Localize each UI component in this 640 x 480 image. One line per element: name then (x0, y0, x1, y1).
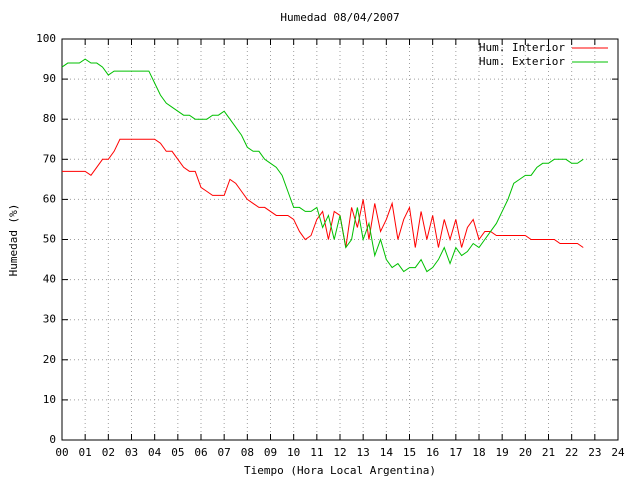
x-tick-label: 14 (380, 446, 394, 459)
y-tick-label: 70 (43, 152, 56, 165)
x-tick-label: 21 (542, 446, 555, 459)
x-tick-label: 01 (79, 446, 92, 459)
x-tick-label: 15 (403, 446, 416, 459)
x-tick-label: 20 (519, 446, 532, 459)
x-tick-label: 17 (449, 446, 462, 459)
y-tick-label: 80 (43, 112, 56, 125)
y-tick-label: 60 (43, 192, 56, 205)
x-axis-label: Tiempo (Hora Local Argentina) (244, 464, 436, 477)
y-tick-label: 20 (43, 353, 56, 366)
x-tick-label: 03 (125, 446, 138, 459)
x-tick-label: 04 (148, 446, 162, 459)
x-tick-label: 09 (264, 446, 277, 459)
x-tick-label: 08 (241, 446, 254, 459)
x-tick-label: 23 (588, 446, 601, 459)
x-tick-label: 19 (496, 446, 509, 459)
chart-title: Humedad 08/04/2007 (280, 11, 399, 24)
y-tick-label: 30 (43, 313, 56, 326)
plot-border (61, 38, 619, 441)
legend-label: Hum. Exterior (479, 55, 565, 68)
y-tick-label: 50 (43, 233, 56, 246)
y-tick-label: 0 (49, 433, 56, 446)
x-tick-label: 07 (218, 446, 231, 459)
data-line (61, 58, 584, 273)
data-line (62, 138, 584, 248)
x-tick-label: 00 (55, 446, 68, 459)
y-tick-label: 100 (36, 32, 56, 45)
x-tick-label: 05 (171, 446, 184, 459)
x-tick-label: 16 (426, 446, 439, 459)
x-tick-label: 22 (565, 446, 578, 459)
x-tick-label: 12 (333, 446, 346, 459)
x-tick-label: 06 (194, 446, 207, 459)
y-tick-label: 40 (43, 273, 56, 286)
x-tick-label: 11 (310, 446, 323, 459)
x-tick-label: 13 (357, 446, 370, 459)
y-tick-label: 90 (43, 72, 56, 85)
x-tick-label: 10 (287, 446, 300, 459)
x-tick-label: 02 (102, 446, 115, 459)
legend-label: Hum. Interior (479, 41, 565, 54)
x-tick-label: 18 (472, 446, 485, 459)
y-axis-label: Humedad (%) (7, 204, 20, 277)
x-tick-label: 24 (611, 446, 625, 459)
y-tick-label: 10 (43, 393, 56, 406)
